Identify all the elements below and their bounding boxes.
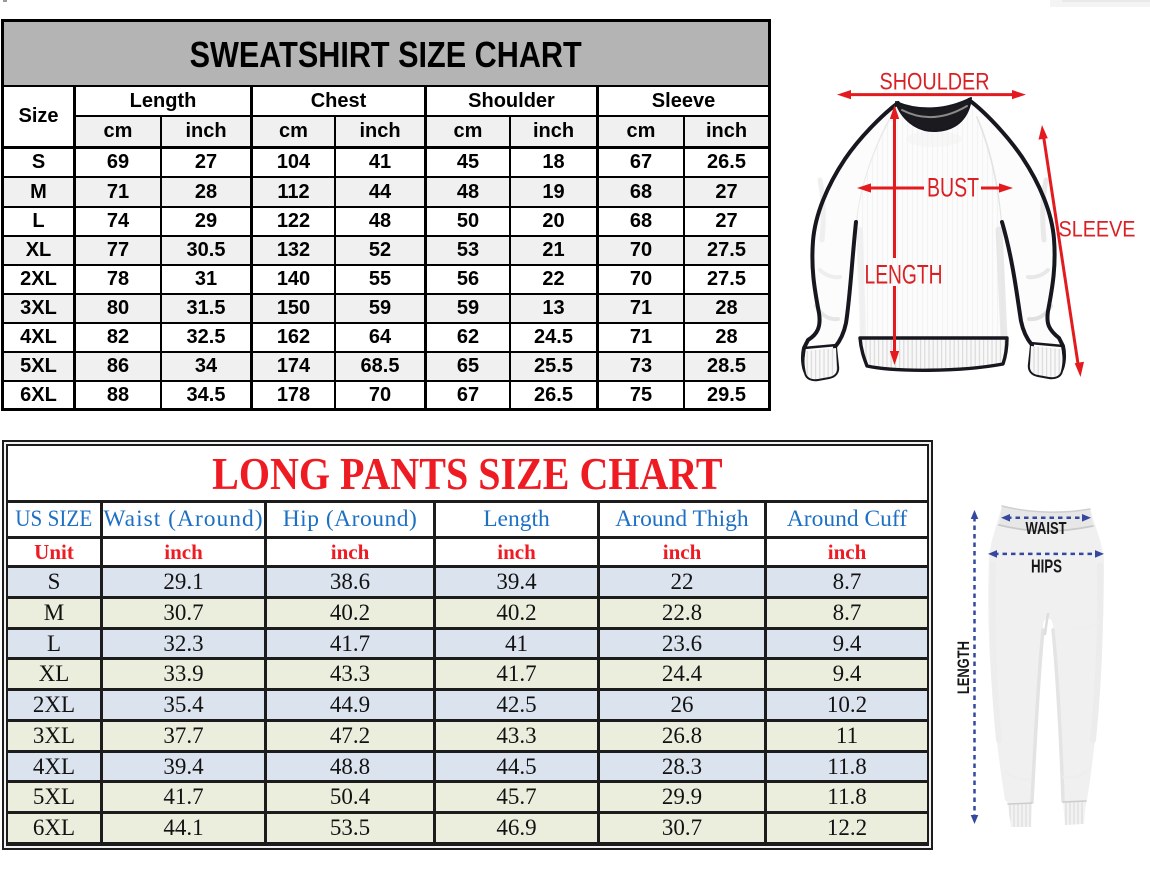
svg-text:HIPS: HIPS: [1031, 557, 1062, 577]
svg-text:WAIST: WAIST: [1026, 518, 1067, 538]
svg-text:SLEEVE: SLEEVE: [1059, 217, 1136, 242]
svg-text:LENGTH: LENGTH: [955, 641, 973, 694]
svg-text:BUST: BUST: [927, 173, 979, 203]
svg-text:LENGTH: LENGTH: [865, 260, 943, 290]
svg-text:SHOULDER: SHOULDER: [880, 69, 990, 96]
